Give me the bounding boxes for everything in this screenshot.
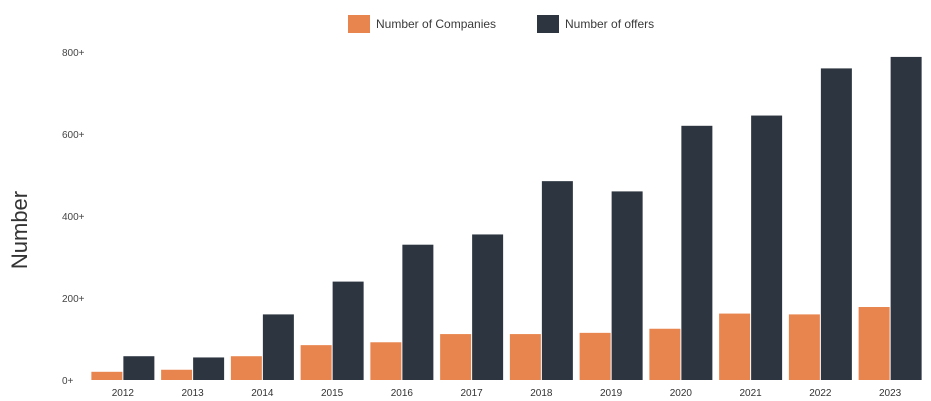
x-tick-label: 2012 (112, 388, 135, 399)
bar-offers-2023 (890, 56, 922, 381)
y-axis-label: Number (7, 191, 32, 269)
bar-offers-2018 (541, 181, 573, 380)
y-tick-label: 800+ (62, 48, 85, 59)
x-tick-label: 2013 (182, 388, 205, 399)
bar-companies-2021 (719, 313, 751, 380)
bar-companies-2018 (509, 334, 541, 380)
x-tick-label: 2021 (740, 388, 763, 399)
legend-swatch-offers (537, 15, 559, 33)
x-tick-label: 2019 (600, 388, 623, 399)
bar-offers-2019 (611, 191, 643, 380)
bar-companies-2023 (858, 307, 890, 380)
bar-companies-2012 (91, 371, 123, 380)
bar-companies-2014 (230, 356, 262, 380)
bar-offers-2020 (681, 125, 713, 380)
bar-companies-2016 (370, 342, 402, 380)
bar-offers-2021 (751, 115, 783, 381)
bar-companies-2022 (788, 314, 820, 380)
y-tick-label: 200+ (62, 294, 85, 305)
bar-companies-2013 (161, 369, 193, 380)
bar-companies-2015 (300, 345, 332, 380)
legend-swatch-companies (348, 15, 370, 33)
bar-offers-2022 (820, 68, 852, 381)
bar-companies-2017 (440, 334, 472, 380)
legend-label-offers: Number of offers (565, 17, 654, 31)
x-tick-label: 2023 (879, 388, 902, 399)
bar-offers-2016 (402, 244, 434, 380)
x-axis-ticks: 2012 2013 2014 2015 2016 2017 2018 2019 2020 2021… (112, 388, 902, 399)
x-tick-label: 2016 (391, 388, 414, 399)
x-tick-label: 2022 (809, 388, 832, 399)
y-tick-label: 400+ (62, 212, 85, 223)
x-tick-label: 2017 (461, 388, 484, 399)
x-tick-label: 2018 (530, 388, 553, 399)
bar-companies-2019 (579, 332, 611, 380)
bar-offers-2014 (262, 314, 294, 380)
y-tick-label: 600+ (62, 130, 85, 141)
y-axis-ticks: 0+ 200+ 400+ 600+ 800+ (62, 48, 85, 387)
x-tick-label: 2015 (321, 388, 344, 399)
bars-group (91, 56, 922, 381)
y-tick-label: 0+ (62, 376, 74, 387)
legend-label-companies: Number of Companies (376, 17, 496, 31)
bar-offers-2015 (332, 281, 364, 380)
bar-companies-2020 (649, 328, 681, 380)
bar-offers-2017 (472, 234, 504, 380)
x-tick-label: 2014 (251, 388, 274, 399)
bar-offers-2012 (123, 356, 155, 380)
x-tick-label: 2020 (670, 388, 693, 399)
bar-offers-2013 (193, 357, 225, 380)
legend: Number of Companies Number of offers (348, 15, 654, 33)
